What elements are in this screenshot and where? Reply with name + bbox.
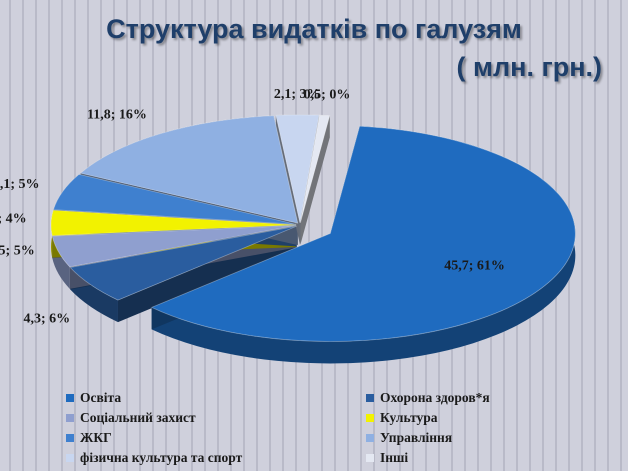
data-label: 0,5; 0% — [304, 88, 351, 103]
data-label: 4,1; 5% — [0, 177, 40, 192]
pie-slice-0 — [150, 125, 576, 342]
pie-slice-1 — [69, 225, 297, 301]
legend-item: Освіта — [66, 388, 366, 407]
data-label: 4,3; 6% — [24, 312, 71, 327]
legend-item: Інші — [366, 448, 586, 467]
legend-item: Соціальний захист — [66, 408, 366, 427]
data-label: 45,7; 61% — [444, 259, 505, 274]
legend-label: Охорона здоров*я — [380, 389, 490, 405]
legend-label: Соціальний захист — [80, 409, 196, 425]
legend-swatch — [366, 413, 374, 422]
data-label: 3,5; 5% — [0, 243, 35, 258]
legend-label: ЖКГ — [80, 429, 112, 445]
data-label: 11,8; 16% — [87, 108, 147, 123]
legend-swatch — [66, 433, 74, 442]
pie-slice-edge — [300, 115, 330, 245]
legend-label: фізична культура та спорт — [80, 449, 243, 465]
pie-slice-7 — [300, 114, 331, 223]
legend-swatch — [366, 453, 374, 462]
chart-title: Структура видатків по галузям — [106, 14, 522, 44]
legend-item: Управління — [366, 428, 586, 447]
legend-item: Культура — [366, 408, 586, 427]
legend-label: Освіта — [80, 389, 122, 405]
chart-legend: Освіта Охорона здоров*я Соціальний захис… — [66, 388, 586, 467]
legend-swatch — [66, 393, 74, 402]
data-label: 2,8; 4% — [0, 212, 27, 227]
legend-label: Культура — [380, 409, 438, 425]
legend-swatch — [366, 393, 374, 402]
legend-item: Охорона здоров*я — [366, 388, 586, 407]
pie-slice-side — [151, 126, 576, 364]
pie-slice-4 — [52, 173, 297, 225]
pie-slice-6 — [275, 114, 320, 223]
legend-label: Управління — [380, 429, 453, 445]
data-label: 2,1; 3% — [274, 87, 321, 102]
legend-item: фізична культура та спорт — [66, 448, 366, 467]
legend-swatch — [366, 433, 374, 442]
legend-item: ЖКГ — [66, 428, 366, 447]
legend-label: Інші — [380, 449, 409, 465]
chart-title-units: ( млн. грн.) — [456, 52, 602, 82]
pie-slice-3 — [50, 209, 297, 236]
pie-slice-5 — [79, 115, 299, 224]
pie-chart: 45,7; 61% 4,3; 6% 3,5; 5% 2,8; 4% 4,1; 5% 11,… — [0, 87, 576, 364]
legend-swatch — [66, 413, 74, 422]
legend-swatch — [66, 453, 74, 462]
pie-slice-2 — [51, 225, 297, 268]
